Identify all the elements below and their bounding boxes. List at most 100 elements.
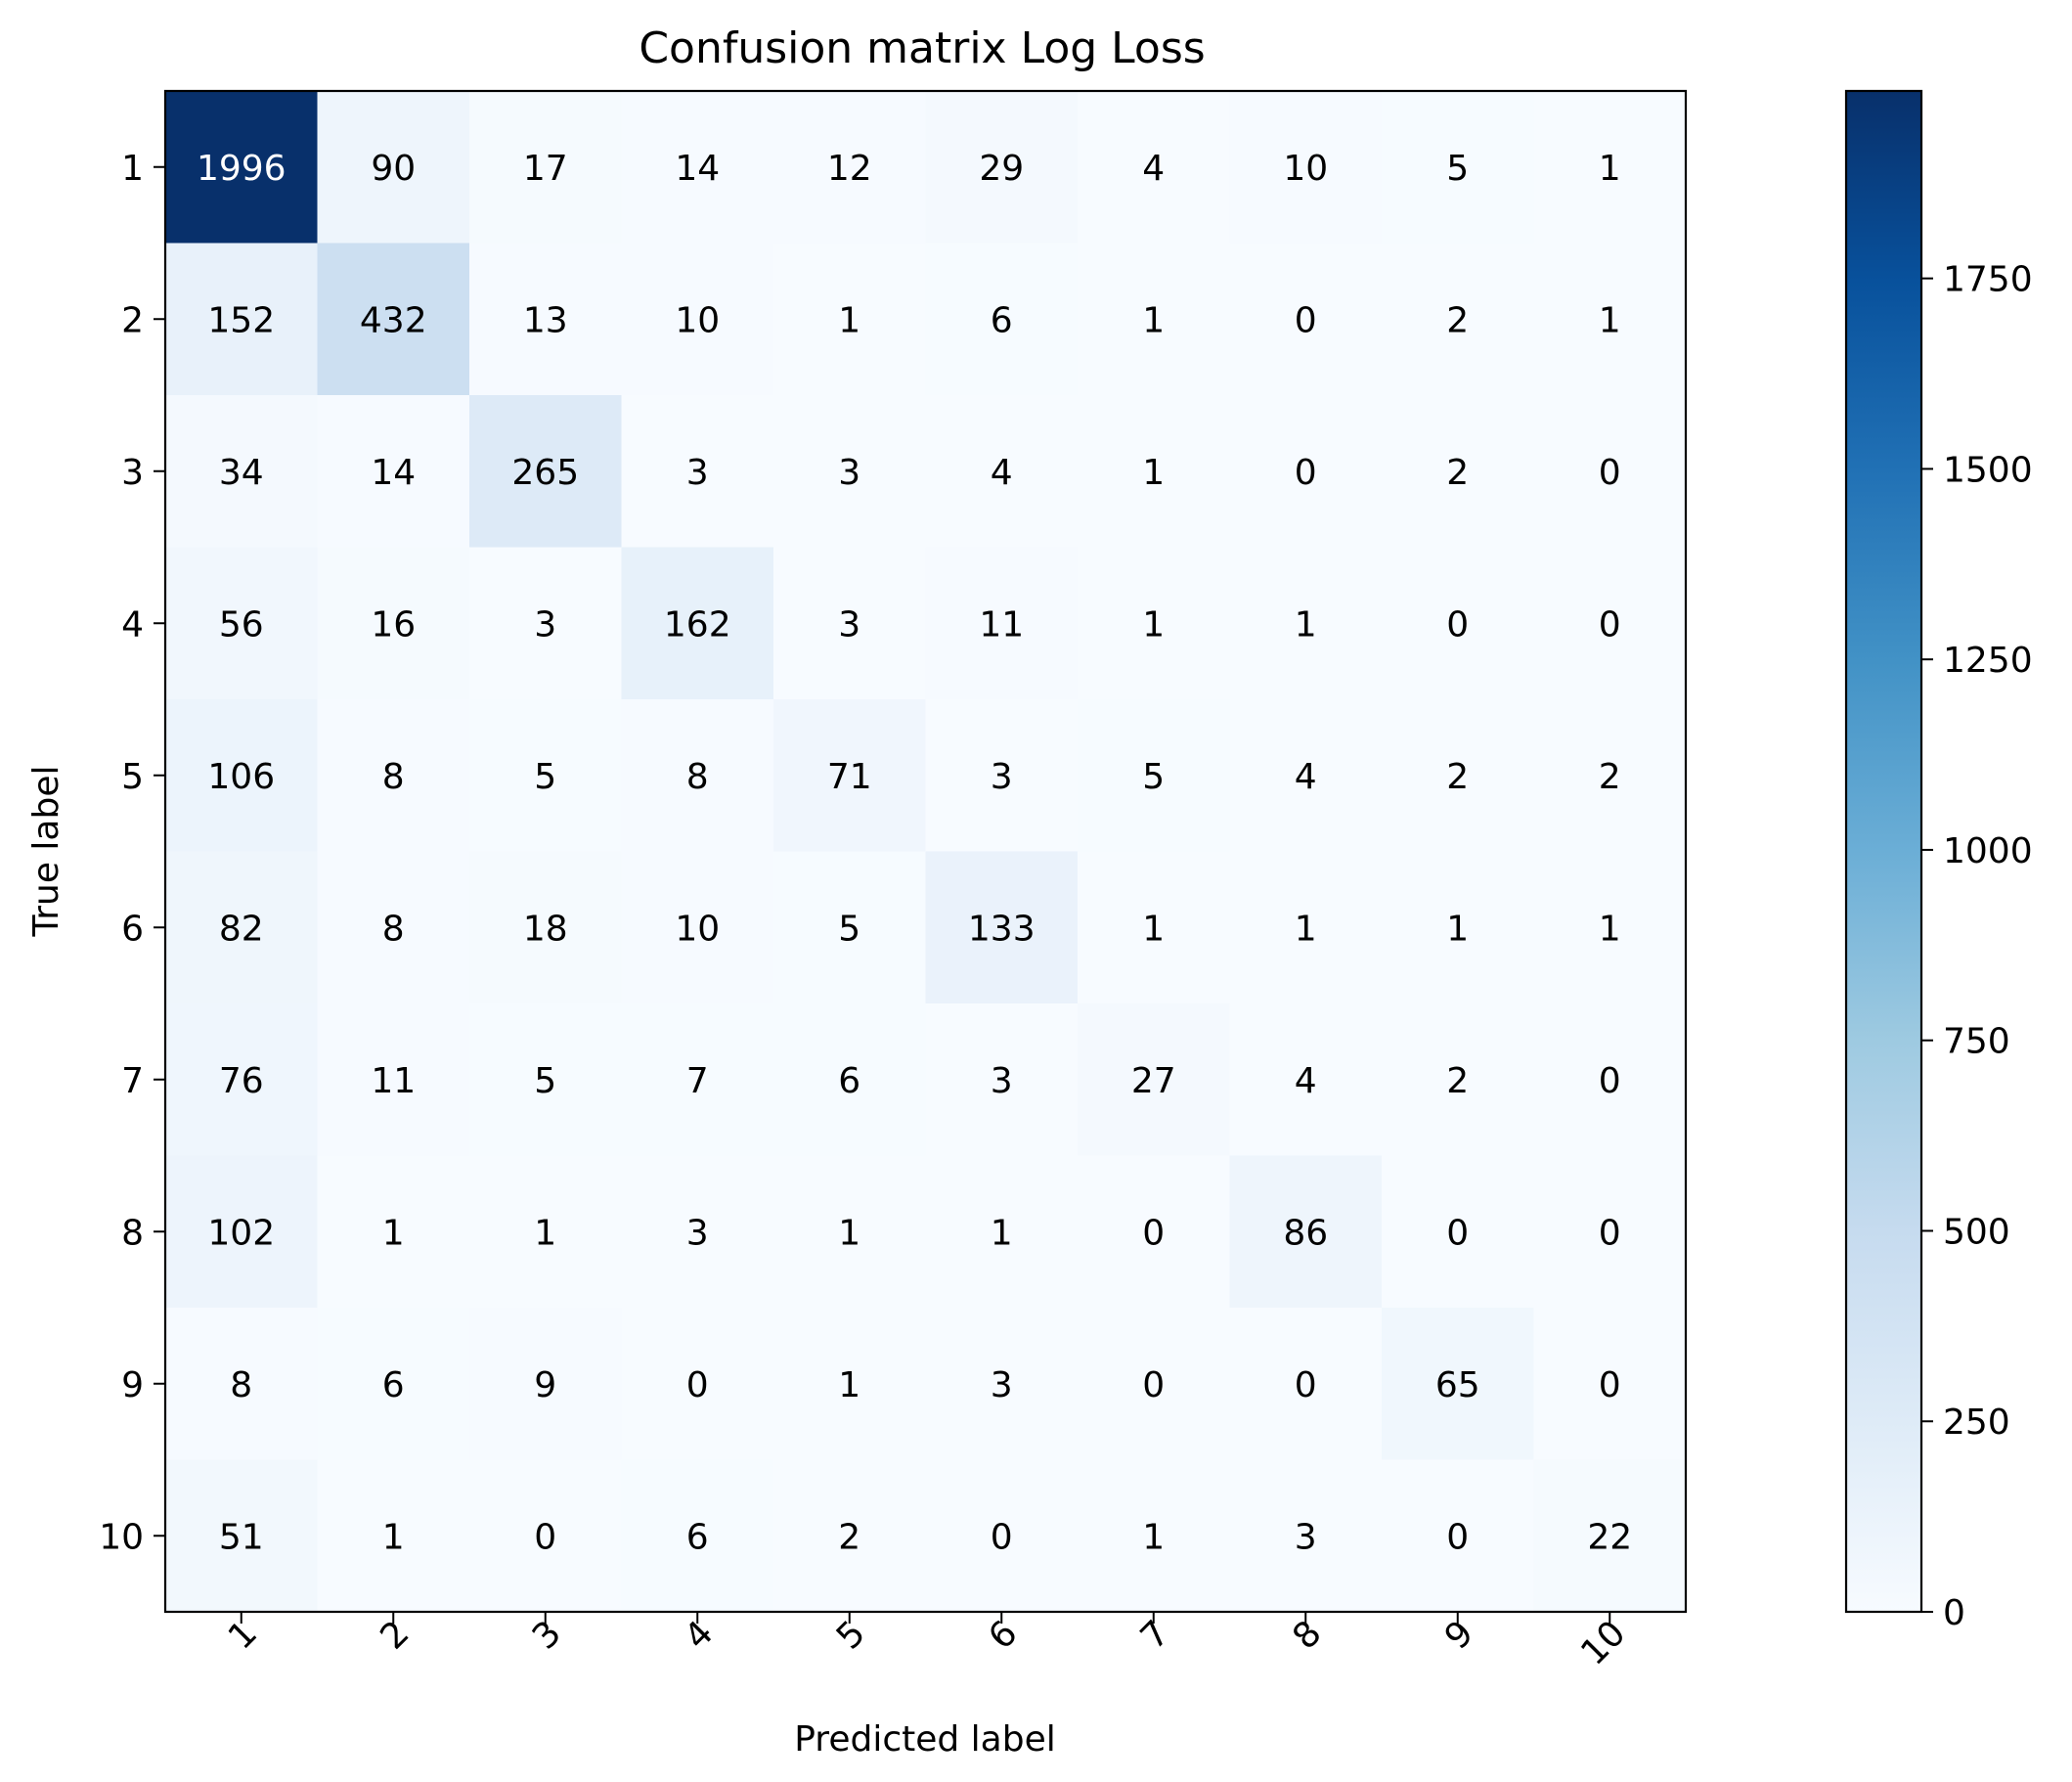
cell-value-label: 2 [1599,757,1621,797]
heatmap-cell [317,1308,470,1461]
chart-title: Confusion matrix Log Loss [639,23,1205,73]
heatmap-cell [773,699,927,853]
cell-value-label: 0 [1295,1365,1317,1405]
heatmap-cell [925,1459,1079,1613]
heatmap-cell [1382,699,1535,853]
y-tick-label: 7 [121,1061,144,1101]
cell-value-label: 0 [1295,300,1317,340]
heatmap-cell [469,547,623,700]
heatmap-cell [1078,1003,1231,1157]
cell-value-label: 2 [1446,1061,1469,1101]
y-tick-label: 5 [121,757,144,797]
x-tick-label: 2 [373,1613,417,1657]
cell-value-label: 1 [1142,909,1165,949]
colorbar-tick-label: 0 [1943,1593,1965,1633]
y-tick-label: 8 [121,1213,144,1253]
cell-value-label: 65 [1435,1365,1480,1405]
cell-value-label: 8 [686,757,709,797]
cell-value-label: 6 [838,1061,860,1101]
cell-value-label: 3 [1295,1517,1317,1557]
cell-value-label: 8 [230,1365,252,1405]
heatmap-cell [1078,395,1231,549]
heatmap-cell [469,91,623,245]
heatmap-cell [1078,851,1231,1004]
heatmap-cell [317,699,470,853]
y-axis-label: True label [26,766,66,938]
cell-value-label: 5 [534,1061,556,1101]
heatmap-cell [925,91,1079,245]
heatmap-cell [469,699,623,853]
heatmap-cell [1382,1003,1535,1157]
cell-value-label: 27 [1131,1061,1176,1101]
heatmap-cell [1078,1459,1231,1613]
cell-value-label: 22 [1587,1517,1632,1557]
cell-value-label: 0 [1446,1517,1469,1557]
cell-value-label: 4 [991,453,1013,493]
cell-value-label: 102 [207,1213,275,1253]
cell-value-label: 82 [219,909,264,949]
cell-value-label: 0 [1446,604,1469,645]
heatmap-cell [165,1155,319,1309]
heatmap-cell [317,851,470,1004]
heatmap-cell [773,91,927,245]
heatmap-cell [621,243,774,396]
cell-value-label: 0 [1295,453,1317,493]
cell-value-label: 7 [686,1061,709,1101]
heatmap-cell [925,851,1079,1004]
heatmap-cell [1229,91,1383,245]
cell-value-label: 14 [371,453,416,493]
heatmap-cell [621,91,774,245]
y-tick-label: 6 [121,909,144,949]
x-tick-label: 4 [677,1613,721,1657]
heatmap-cell [925,1155,1079,1309]
cell-value-label: 0 [534,1517,556,1557]
cell-value-label: 1 [991,1213,1013,1253]
cell-value-label: 2 [1446,453,1469,493]
y-tick-label: 1 [121,149,144,189]
cell-value-label: 76 [219,1061,264,1101]
cell-value-label: 1 [1295,909,1317,949]
heatmap-cell [1229,1308,1383,1461]
cell-value-label: 4 [1295,1061,1317,1101]
heatmap-cell [773,1003,927,1157]
heatmap-cell [165,1003,319,1157]
cell-value-label: 432 [360,300,427,340]
heatmap-cell [165,547,319,700]
cell-value-label: 12 [827,149,872,189]
cell-value-label: 1996 [197,149,287,189]
heatmap-cell [317,1155,470,1309]
heatmap-cell [1533,1155,1687,1309]
heatmap-cell [621,547,774,700]
heatmap-cell [773,1459,927,1613]
cell-value-label: 11 [979,604,1024,645]
cell-value-label: 1 [1142,453,1165,493]
x-tick-label: 8 [1285,1613,1329,1657]
y-tick-label: 2 [121,300,144,340]
heatmap-cell [1078,547,1231,700]
heatmap-cell [925,1308,1079,1461]
heatmap-cell [1533,91,1687,245]
heatmap-cell [621,1459,774,1613]
x-tick-label: 9 [1437,1613,1481,1657]
cell-value-label: 2 [1446,300,1469,340]
colorbar-tick-label: 1000 [1943,831,2033,871]
heatmap-cell [1229,699,1383,853]
cell-value-label: 11 [371,1061,416,1101]
heatmap-cell [925,395,1079,549]
heatmap-cell [1078,243,1231,396]
heatmap-cell [925,243,1079,396]
cell-value-label: 8 [382,909,405,949]
heatmap-cell [469,1459,623,1613]
heatmap-cell [621,851,774,1004]
y-tick-label: 9 [121,1365,144,1405]
heatmap-cell [1229,1155,1383,1309]
heatmap-cell [773,395,927,549]
cell-value-label: 1 [382,1213,405,1253]
heatmap-cell [773,1155,927,1309]
cell-value-label: 16 [371,604,416,645]
cell-value-label: 14 [675,149,720,189]
cell-value-label: 5 [534,757,556,797]
cell-value-label: 1 [1295,604,1317,645]
cell-value-label: 90 [371,149,416,189]
